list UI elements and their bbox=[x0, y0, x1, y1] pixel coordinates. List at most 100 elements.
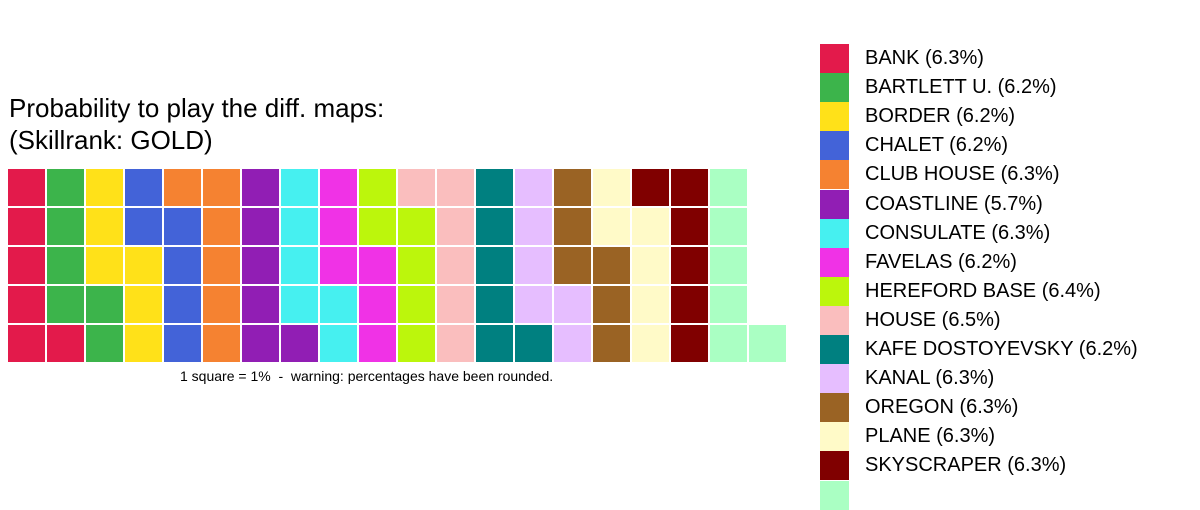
legend-swatch bbox=[820, 480, 849, 510]
waffle-square-border bbox=[86, 247, 123, 284]
waffle-square-oregon bbox=[593, 247, 630, 284]
waffle-square-kafe-dostoyevsky bbox=[476, 247, 513, 284]
legend-swatch bbox=[820, 218, 849, 248]
waffle-square-border bbox=[125, 286, 162, 323]
waffle-square-hereford-base bbox=[398, 325, 435, 362]
legend-swatch bbox=[820, 102, 849, 132]
legend-item: SKYSCRAPER (6.3%) bbox=[820, 451, 1200, 481]
legend-item: OREGON (6.3%) bbox=[820, 393, 1200, 423]
waffle-square-coastline bbox=[242, 325, 279, 362]
waffle-square-consulate bbox=[281, 247, 318, 284]
legend-item: CONSULATE (6.3%) bbox=[820, 218, 1200, 248]
waffle-square-favelas bbox=[359, 247, 396, 284]
legend-swatch bbox=[820, 131, 849, 161]
waffle-square-club-house bbox=[203, 208, 240, 245]
waffle-square-house bbox=[437, 325, 474, 362]
legend-swatch bbox=[820, 189, 849, 219]
waffle-square-oregon bbox=[554, 208, 591, 245]
waffle-square-favelas bbox=[320, 169, 357, 206]
waffle-square-consulate bbox=[281, 169, 318, 206]
legend-swatch bbox=[820, 44, 849, 73]
waffle-square-coastline bbox=[242, 169, 279, 206]
waffle-square-bank bbox=[8, 325, 45, 362]
legend-item bbox=[820, 480, 1200, 510]
waffle-square-coastline bbox=[242, 286, 279, 323]
legend-label: HOUSE (6.5%) bbox=[865, 308, 1001, 331]
waffle-square-consulate bbox=[320, 325, 357, 362]
waffle-square-kafe-dostoyevsky bbox=[515, 325, 552, 362]
waffle-square-hereford-base bbox=[398, 208, 435, 245]
waffle-square-oregon bbox=[554, 247, 591, 284]
legend-swatch bbox=[820, 451, 849, 481]
waffle-square-kanal bbox=[554, 286, 591, 323]
waffle-square-house bbox=[437, 247, 474, 284]
waffle-square-favelas bbox=[320, 208, 357, 245]
legend-item: HEREFORD BASE (6.4%) bbox=[820, 276, 1200, 306]
waffle-square-series-16 bbox=[710, 325, 747, 362]
waffle-square-hereford-base bbox=[359, 169, 396, 206]
waffle-square-border bbox=[125, 325, 162, 362]
waffle-square-oregon bbox=[554, 169, 591, 206]
waffle-square-border bbox=[125, 247, 162, 284]
waffle-square-oregon bbox=[593, 286, 630, 323]
waffle-square-bartlett-u- bbox=[86, 325, 123, 362]
legend-item: BANK (6.3%) bbox=[820, 44, 1200, 73]
waffle-square-bartlett-u- bbox=[47, 286, 84, 323]
legend-item: BARTLETT U. (6.2%) bbox=[820, 73, 1200, 103]
waffle-square-club-house bbox=[203, 247, 240, 284]
legend-item: KANAL (6.3%) bbox=[820, 364, 1200, 394]
waffle-square-series-16 bbox=[710, 208, 747, 245]
waffle-square-favelas bbox=[320, 247, 357, 284]
legend-label: PLANE (6.3%) bbox=[865, 425, 996, 448]
legend-label: KANAL (6.3%) bbox=[865, 367, 995, 390]
waffle-square-skyscraper bbox=[671, 286, 708, 323]
legend-swatch bbox=[820, 393, 849, 423]
waffle-square-hereford-base bbox=[398, 247, 435, 284]
chart-title: Probability to play the diff. maps: (Ski… bbox=[9, 92, 384, 156]
legend-item: BORDER (6.2%) bbox=[820, 102, 1200, 132]
waffle-square-coastline bbox=[281, 325, 318, 362]
legend-label: KAFE DOSTOYEVSKY (6.2%) bbox=[865, 338, 1138, 360]
waffle-square-bank bbox=[8, 208, 45, 245]
waffle-square-house bbox=[437, 169, 474, 206]
legend-item: CHALET (6.2%) bbox=[820, 131, 1200, 161]
waffle-square-chalet bbox=[125, 208, 162, 245]
legend-item: PLANE (6.3%) bbox=[820, 422, 1200, 452]
waffle-square-consulate bbox=[320, 286, 357, 323]
legend-label: COASTLINE (5.7%) bbox=[865, 192, 1043, 215]
legend-label: BORDER (6.2%) bbox=[865, 105, 1016, 128]
legend-item: CLUB HOUSE (6.3%) bbox=[820, 160, 1200, 190]
legend-swatch bbox=[820, 335, 849, 364]
waffle-square-hereford-base bbox=[359, 208, 396, 245]
legend-label: CLUB HOUSE (6.3%) bbox=[865, 163, 1060, 186]
waffle-square-coastline bbox=[242, 208, 279, 245]
waffle-square-oregon bbox=[593, 325, 630, 362]
legend-swatch bbox=[820, 247, 849, 277]
waffle-square-bartlett-u- bbox=[47, 208, 84, 245]
legend-item: HOUSE (6.5%) bbox=[820, 305, 1200, 335]
waffle-square-club-house bbox=[164, 169, 201, 206]
chart-caption: 1 square = 1% - warning: percentages hav… bbox=[180, 368, 554, 384]
waffle-square-bank bbox=[8, 247, 45, 284]
legend-swatch bbox=[820, 422, 849, 452]
waffle-square-club-house bbox=[203, 325, 240, 362]
legend-swatch bbox=[820, 160, 849, 190]
waffle-square-bartlett-u- bbox=[47, 247, 84, 284]
waffle-square-chalet bbox=[164, 325, 201, 362]
waffle-square-house bbox=[437, 286, 474, 323]
waffle-square-plane bbox=[593, 208, 630, 245]
waffle-square-skyscraper bbox=[671, 325, 708, 362]
waffle-square-kanal bbox=[515, 208, 552, 245]
chart-title-line-2: (Skillrank: GOLD) bbox=[9, 125, 213, 155]
waffle-square-skyscraper bbox=[632, 169, 669, 206]
legend-label: BANK (6.3%) bbox=[865, 47, 984, 69]
waffle-square-consulate bbox=[281, 208, 318, 245]
waffle-square-series-16 bbox=[710, 169, 747, 206]
waffle-square-skyscraper bbox=[671, 208, 708, 245]
waffle-square-kanal bbox=[515, 169, 552, 206]
waffle-square-house bbox=[398, 169, 435, 206]
legend-label: SKYSCRAPER (6.3%) bbox=[865, 454, 1067, 477]
waffle-square-series-16 bbox=[710, 286, 747, 323]
waffle-square-plane bbox=[632, 208, 669, 245]
waffle-square-plane bbox=[632, 247, 669, 284]
